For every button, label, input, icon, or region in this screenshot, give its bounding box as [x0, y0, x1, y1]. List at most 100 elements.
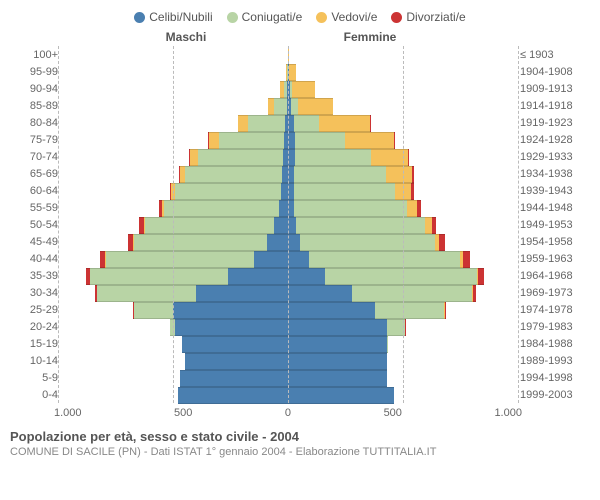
pyramid-row: 25-291974-1978	[18, 301, 582, 318]
age-label: 95-99	[18, 66, 62, 78]
bar-female	[288, 268, 514, 283]
year-label: 1909-1913	[514, 83, 582, 95]
bar-male	[62, 319, 288, 334]
x-axis: 1.00050005001.000	[10, 407, 590, 419]
age-label: 35-39	[18, 270, 62, 282]
bar-female	[288, 115, 514, 130]
seg-c	[228, 268, 288, 285]
seg-m	[294, 166, 386, 183]
bar-male	[62, 149, 288, 164]
bar-male	[62, 285, 288, 300]
bar-female	[288, 132, 514, 147]
seg-m	[294, 115, 319, 132]
bar-female	[288, 353, 514, 368]
age-label: 50-54	[18, 219, 62, 231]
seg-m	[274, 98, 287, 115]
age-label: 30-34	[18, 287, 62, 299]
seg-m	[134, 302, 173, 319]
seg-m	[296, 217, 425, 234]
bar-male	[62, 268, 288, 283]
seg-c	[288, 370, 387, 387]
year-label: ≤ 1903	[514, 49, 582, 61]
pyramid-row: 10-141989-1993	[18, 352, 582, 369]
seg-m	[295, 132, 346, 149]
seg-m	[309, 251, 461, 268]
seg-m	[294, 200, 407, 217]
header-male: Maschi	[54, 30, 278, 44]
seg-c	[173, 302, 288, 319]
year-label: 1999-2003	[514, 389, 582, 401]
age-label: 0-4	[18, 389, 62, 401]
seg-c	[196, 285, 288, 302]
pyramid-row: 75-79 1924-1928	[18, 131, 582, 148]
seg-w	[190, 149, 198, 166]
seg-m	[97, 285, 196, 302]
year-label: 1979-1983	[514, 321, 582, 333]
pyramid-row: 55-591944-1948	[18, 199, 582, 216]
seg-c	[281, 183, 288, 200]
seg-m	[294, 183, 395, 200]
age-label: 85-89	[18, 100, 62, 112]
age-label: 75-79	[18, 134, 62, 146]
seg-w	[209, 132, 219, 149]
chart-title: Popolazione per età, sesso e stato civil…	[10, 429, 590, 444]
bar-male	[62, 387, 288, 402]
seg-c	[288, 251, 309, 268]
age-label: 5-9	[18, 372, 62, 384]
age-label: 20-24	[18, 321, 62, 333]
pyramid-row: 85-891914-1918	[18, 97, 582, 114]
seg-m	[164, 200, 279, 217]
bar-female	[288, 81, 514, 96]
year-label: 1939-1943	[514, 185, 582, 197]
pyramid-row: 100+≤ 1903	[18, 46, 582, 63]
age-label: 70-74	[18, 151, 62, 163]
bar-female	[288, 234, 514, 249]
x-tick: 0	[285, 407, 291, 419]
legend-swatch	[316, 12, 327, 23]
seg-w	[238, 115, 248, 132]
year-label: 1924-1928	[514, 134, 582, 146]
seg-c	[288, 353, 387, 370]
seg-w	[407, 200, 417, 217]
age-label: 55-59	[18, 202, 62, 214]
bar-female	[288, 200, 514, 215]
legend-item: Coniugati/e	[227, 10, 303, 24]
legend-item: Vedovi/e	[316, 10, 377, 24]
header-female: Femmine	[278, 30, 522, 44]
legend-label: Coniugati/e	[242, 10, 303, 24]
x-tick: 1.000	[54, 407, 82, 419]
year-label: 1989-1993	[514, 355, 582, 367]
x-tick: 500	[384, 407, 402, 419]
bar-male	[62, 98, 288, 113]
bar-male	[62, 370, 288, 385]
gridline	[58, 46, 59, 403]
bar-male	[62, 64, 288, 79]
seg-c	[288, 336, 387, 353]
bar-female	[288, 149, 514, 164]
chart-subtitle: COMUNE DI SACILE (PN) - Dati ISTAT 1° ge…	[10, 446, 590, 458]
legend-label: Vedovi/e	[331, 10, 377, 24]
bar-male	[62, 251, 288, 266]
pyramid-row: 50-541949-1953	[18, 216, 582, 233]
pyramid-row: 40-441959-1963	[18, 250, 582, 267]
seg-c	[267, 234, 288, 251]
seg-m	[291, 98, 298, 115]
seg-c	[178, 387, 288, 404]
bar-female	[288, 183, 514, 198]
bar-female	[288, 64, 514, 79]
legend-swatch	[391, 12, 402, 23]
bar-female	[288, 47, 514, 62]
seg-d	[432, 217, 437, 234]
pyramid-row: 15-191984-1988	[18, 335, 582, 352]
bar-male	[62, 217, 288, 232]
seg-d	[478, 268, 484, 285]
bar-male	[62, 166, 288, 181]
bar-female	[288, 285, 514, 300]
bar-male	[62, 132, 288, 147]
legend-swatch	[227, 12, 238, 23]
pyramid-row: 45-491954-1958	[18, 233, 582, 250]
legend-swatch	[134, 12, 145, 23]
age-label: 65-69	[18, 168, 62, 180]
bar-male	[62, 81, 288, 96]
seg-c	[288, 319, 387, 336]
